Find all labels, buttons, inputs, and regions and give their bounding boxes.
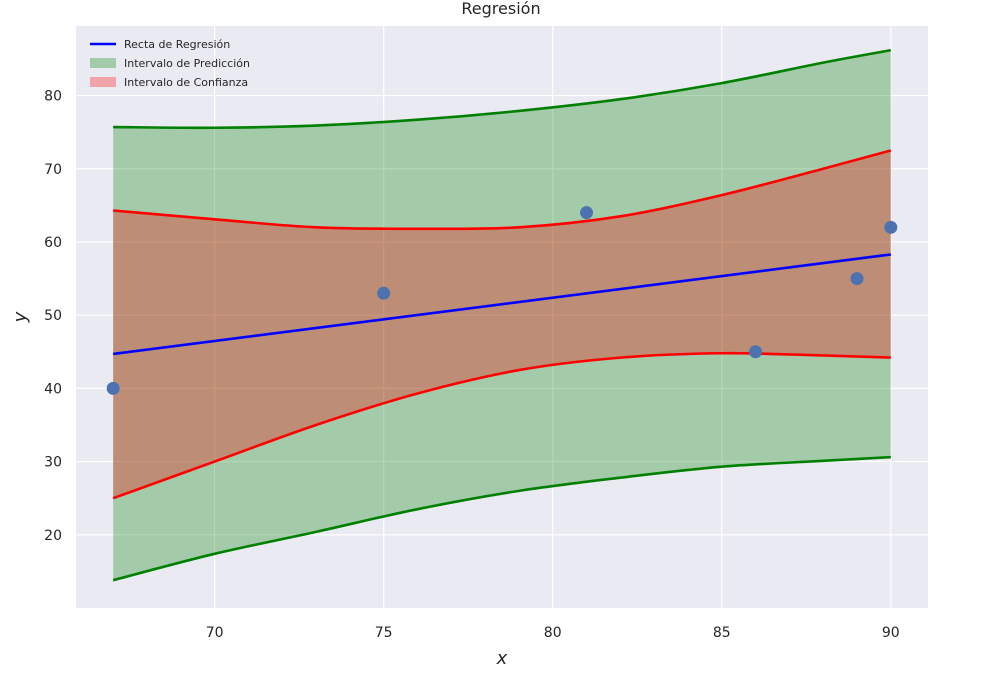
regression-line xyxy=(113,253,891,356)
data-point xyxy=(377,286,391,300)
legend-label: Intervalo de Predicción xyxy=(124,57,250,70)
legend: Recta de Regresión Intervalo de Predicció… xyxy=(90,38,250,89)
confidence-band-area xyxy=(113,150,891,499)
x-tick-label: 80 xyxy=(544,625,562,641)
prediction-band-lower-line xyxy=(112,455,891,582)
prediction-band-upper-line xyxy=(113,48,892,130)
legend-patch-swatch xyxy=(90,58,116,68)
y-tick-label: 70 xyxy=(44,162,62,178)
x-tick-labels: 70 75 80 85 90 xyxy=(206,625,900,641)
y-axis-label: y xyxy=(10,311,31,323)
y-tick-label: 80 xyxy=(44,89,62,105)
y-tick-label: 20 xyxy=(44,528,62,544)
scatter-points xyxy=(106,206,898,395)
y-tick-label: 50 xyxy=(44,308,62,324)
y-tick-label: 40 xyxy=(44,381,62,397)
interval-bands xyxy=(113,50,891,581)
legend-label: Intervalo de Confianza xyxy=(124,76,248,89)
x-tick-label: 85 xyxy=(713,625,731,641)
x-tick-label: 70 xyxy=(206,625,224,641)
prediction-band-area xyxy=(113,50,891,581)
confidence-band-lower-line xyxy=(112,351,891,500)
chart-title: Regresión xyxy=(461,0,540,18)
data-point xyxy=(580,206,594,220)
data-point xyxy=(749,345,763,359)
y-tick-label: 30 xyxy=(44,455,62,471)
data-point xyxy=(884,220,898,234)
data-point xyxy=(106,381,120,395)
legend-label: Recta de Regresión xyxy=(124,38,230,51)
x-axis-label: x xyxy=(496,648,508,669)
plot-area xyxy=(76,26,928,608)
y-tick-labels: 20 30 40 50 60 70 80 xyxy=(44,89,62,544)
confidence-band-upper-line xyxy=(113,149,892,231)
grid-lines xyxy=(76,26,928,608)
data-point xyxy=(850,272,864,286)
x-tick-label: 90 xyxy=(882,625,900,641)
x-tick-label: 75 xyxy=(375,625,393,641)
series-lines xyxy=(112,48,892,582)
y-tick-label: 60 xyxy=(44,235,62,251)
legend-patch-swatch xyxy=(90,77,116,87)
